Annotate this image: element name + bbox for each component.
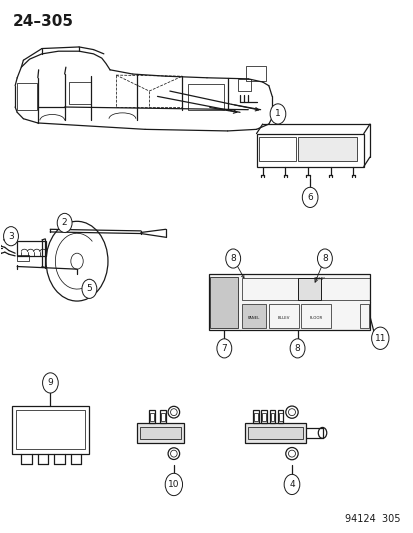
Bar [254, 413, 257, 421]
Text: 2: 2 [62, 219, 67, 228]
Bar [69, 82, 91, 104]
Bar [188, 84, 223, 110]
Circle shape [57, 213, 72, 232]
Circle shape [283, 474, 299, 495]
Text: 6: 6 [306, 193, 312, 202]
Bar [268, 304, 298, 328]
Bar [137, 423, 184, 443]
Bar [241, 278, 369, 300]
Bar [269, 409, 274, 423]
Text: 1: 1 [274, 109, 280, 118]
Text: 5: 5 [86, 284, 92, 293]
Circle shape [43, 373, 58, 393]
Bar [277, 409, 282, 423]
Bar [17, 241, 46, 256]
Text: PANEL: PANEL [247, 316, 259, 320]
Bar [244, 423, 305, 443]
Text: 7: 7 [221, 344, 227, 353]
Bar [149, 409, 155, 423]
Bar [159, 409, 165, 423]
Bar [17, 255, 28, 261]
Bar [300, 304, 330, 328]
Bar [246, 66, 266, 82]
Bar [297, 278, 320, 300]
Bar [160, 413, 164, 421]
Circle shape [290, 339, 304, 358]
Text: 4: 4 [288, 480, 294, 489]
Text: FLOOR: FLOOR [309, 316, 322, 320]
Text: 9: 9 [47, 378, 53, 387]
Circle shape [82, 279, 97, 298]
Text: 8: 8 [230, 254, 235, 263]
Text: 10: 10 [168, 480, 179, 489]
Bar [17, 83, 37, 110]
Circle shape [317, 249, 332, 268]
Text: 24–305: 24–305 [13, 14, 74, 29]
Bar [359, 304, 368, 328]
Bar [248, 427, 302, 439]
Circle shape [225, 249, 240, 268]
Text: TEMP: TEMP [312, 277, 324, 281]
Bar [261, 409, 266, 423]
Bar [258, 136, 295, 161]
Text: 3: 3 [8, 232, 14, 241]
Circle shape [269, 104, 285, 124]
Bar [12, 406, 88, 454]
Bar [253, 409, 258, 423]
Bar [16, 410, 85, 449]
Bar [237, 79, 251, 91]
Circle shape [216, 339, 231, 358]
Text: 8: 8 [321, 254, 327, 263]
Ellipse shape [285, 448, 297, 460]
Bar [209, 274, 369, 330]
Circle shape [301, 187, 317, 207]
Bar [140, 427, 180, 439]
Circle shape [165, 473, 182, 496]
Bar [270, 413, 273, 421]
Bar [150, 413, 154, 421]
Circle shape [4, 227, 19, 246]
Text: 94124  305: 94124 305 [344, 514, 400, 524]
Ellipse shape [285, 406, 297, 418]
Bar [297, 136, 356, 161]
Bar [241, 304, 266, 328]
Bar [278, 413, 282, 421]
Ellipse shape [168, 406, 179, 418]
Circle shape [371, 327, 388, 350]
Text: BI-LEV: BI-LEV [277, 316, 289, 320]
Bar [256, 134, 363, 166]
Ellipse shape [168, 448, 179, 459]
Bar [210, 277, 238, 328]
Bar [262, 413, 266, 421]
Text: 8: 8 [294, 344, 300, 353]
Text: 11: 11 [374, 334, 385, 343]
